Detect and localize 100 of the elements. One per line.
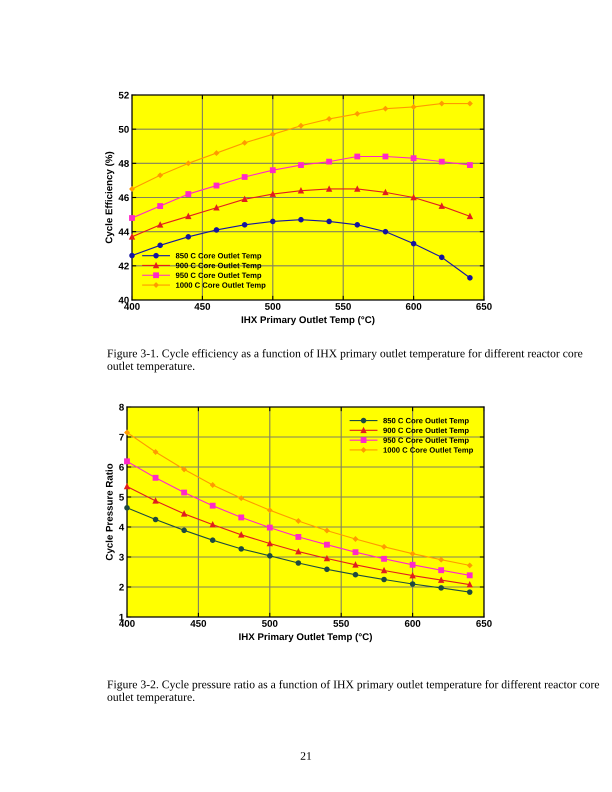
y-tick-label: 48 <box>118 160 129 167</box>
point <box>381 556 387 562</box>
point <box>324 566 330 572</box>
x-tick-label: 500 <box>264 303 281 310</box>
x-tick-label: 450 <box>194 303 210 310</box>
point <box>242 196 248 202</box>
point <box>186 160 191 166</box>
point <box>466 572 473 578</box>
y-tick-label: 44 <box>118 228 130 236</box>
point <box>382 228 388 234</box>
point <box>210 537 216 543</box>
point <box>410 155 417 162</box>
point <box>467 275 473 281</box>
point <box>467 100 473 106</box>
y-tick-label: 1 <box>119 614 124 621</box>
point <box>298 216 304 222</box>
point <box>382 154 388 160</box>
point <box>214 227 220 233</box>
point <box>296 560 302 566</box>
point <box>298 162 304 168</box>
x-tick-label: 550 <box>333 620 349 627</box>
point <box>324 528 330 534</box>
point <box>152 474 158 481</box>
point <box>438 585 444 591</box>
y-tick-label: 50 <box>118 126 129 133</box>
point <box>238 546 244 552</box>
point <box>267 553 273 559</box>
point <box>214 150 220 156</box>
point <box>267 540 273 546</box>
point <box>270 191 276 197</box>
y-tick-label: 52 <box>118 92 129 99</box>
point <box>326 158 332 165</box>
y-tick-label: 3 <box>119 554 124 561</box>
y-tick-label: 6 <box>119 464 124 471</box>
text: 21 <box>300 752 312 760</box>
point <box>381 544 387 550</box>
point <box>129 186 135 192</box>
point <box>410 581 416 587</box>
point <box>124 458 130 464</box>
point <box>214 204 220 211</box>
point <box>210 522 216 528</box>
point <box>242 140 248 146</box>
point <box>410 240 416 246</box>
point <box>467 162 473 168</box>
point <box>210 502 216 509</box>
x-axis-title: IHX Primary Outlet Temp (°C) <box>239 633 372 642</box>
y-axis-title: Cycle Efficiency (%) <box>105 152 114 244</box>
point <box>267 508 272 513</box>
y-tick-label: 46 <box>118 194 129 202</box>
point <box>210 482 216 488</box>
point <box>326 218 332 224</box>
point <box>270 218 276 224</box>
point <box>438 577 444 583</box>
point <box>181 466 187 472</box>
point <box>439 100 444 106</box>
point <box>410 572 416 578</box>
x-tick-label: 500 <box>262 620 278 627</box>
point <box>354 222 360 228</box>
point <box>242 174 248 180</box>
point <box>410 562 416 568</box>
y-tick-label: 5 <box>119 494 124 501</box>
point <box>157 203 164 209</box>
point <box>152 516 158 522</box>
point <box>185 191 192 197</box>
point <box>238 514 244 520</box>
y-tick-label: 8 <box>119 404 124 411</box>
point <box>352 536 358 542</box>
point <box>181 490 188 496</box>
y-tick-label: 4 <box>118 524 124 531</box>
point <box>124 484 130 490</box>
x-tick-label: 550 <box>335 303 351 310</box>
point <box>466 582 472 588</box>
x-tick-label: 450 <box>190 620 206 627</box>
point <box>410 551 416 556</box>
point <box>296 518 302 524</box>
point <box>381 576 387 582</box>
x-tick-label: 650 <box>476 620 492 627</box>
point <box>124 430 130 436</box>
point <box>214 182 220 188</box>
point <box>382 106 388 112</box>
point <box>124 505 130 511</box>
x-tick-label: 400 <box>119 620 135 627</box>
caption: Figure 3-1. Cycle efficiency as a function of IHX primary outlet temperature for different reactor core outlet temperature. <box>107 349 582 372</box>
point <box>352 549 358 556</box>
point <box>158 172 163 178</box>
point <box>354 154 360 160</box>
y-tick-label: 42 <box>118 262 129 270</box>
x-tick-label: 650 <box>476 303 492 310</box>
point <box>298 123 304 128</box>
point <box>438 254 445 260</box>
y-axis-title: Cycle Pressure Ratio <box>106 464 115 560</box>
point <box>129 215 135 221</box>
point <box>354 111 360 116</box>
caption: Figure 3-2. Cycle pressure ratio as a function of IHX primary outlet temperature for different reactor core outlet temperature. <box>107 680 600 704</box>
point <box>438 557 444 562</box>
point <box>298 188 304 194</box>
point <box>238 496 244 501</box>
x-tick-label: 600 <box>404 620 420 627</box>
point <box>181 528 187 534</box>
point <box>326 116 332 122</box>
